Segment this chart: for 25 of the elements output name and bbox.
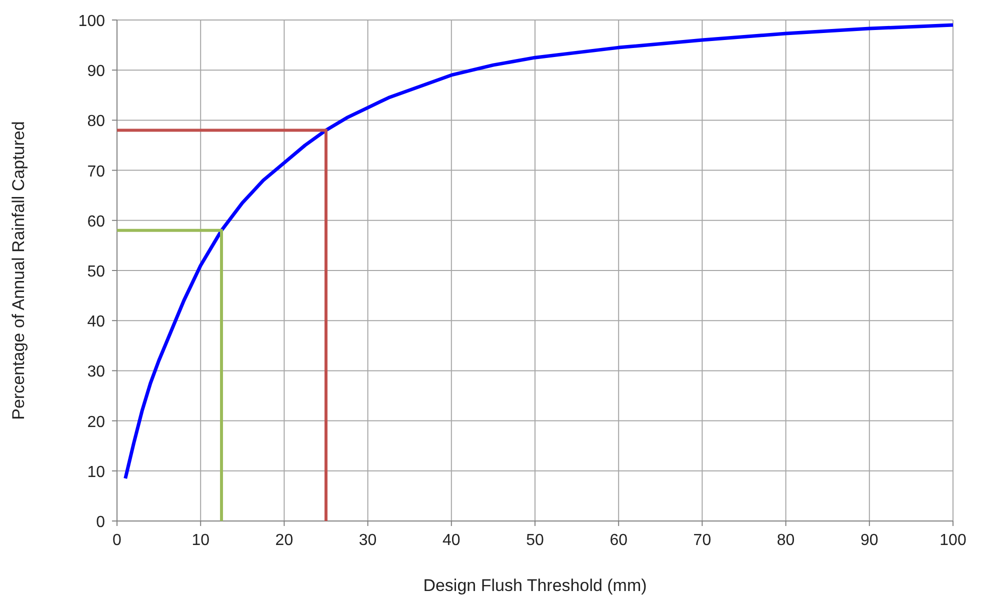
x-tick-label: 20 — [275, 532, 294, 549]
y-tick-label: 80 — [87, 113, 106, 130]
y-tick-label: 20 — [87, 414, 106, 431]
x-tick-label: 60 — [610, 532, 628, 549]
x-tick-label: 0 — [112, 532, 122, 549]
x-tick-label: 80 — [776, 532, 795, 549]
y-tick-label: 60 — [87, 213, 106, 230]
y-tick-label: 40 — [87, 314, 106, 331]
y-axis-title: Percentage of Annual Rainfall Captured — [9, 121, 28, 420]
y-tick-label: 70 — [87, 163, 106, 180]
y-tick-label: 0 — [96, 514, 106, 531]
x-tick-label: 70 — [693, 532, 712, 549]
y-tick-label: 90 — [87, 63, 106, 80]
x-tick-label: 10 — [192, 532, 210, 549]
y-tick-label: 100 — [78, 13, 106, 30]
x-tick-label: 30 — [358, 532, 377, 549]
x-tick-label: 50 — [526, 532, 544, 549]
y-tick-label: 30 — [87, 364, 106, 381]
x-tick-label: 100 — [940, 532, 966, 549]
y-tick-label: 10 — [87, 464, 106, 481]
y-tick-label: 50 — [87, 264, 106, 280]
x-axis-title: Design Flush Threshold (mm) — [423, 576, 647, 595]
x-tick-label: 40 — [442, 532, 460, 549]
line-series — [124, 23, 955, 480]
x-tick-label: 90 — [860, 532, 878, 549]
